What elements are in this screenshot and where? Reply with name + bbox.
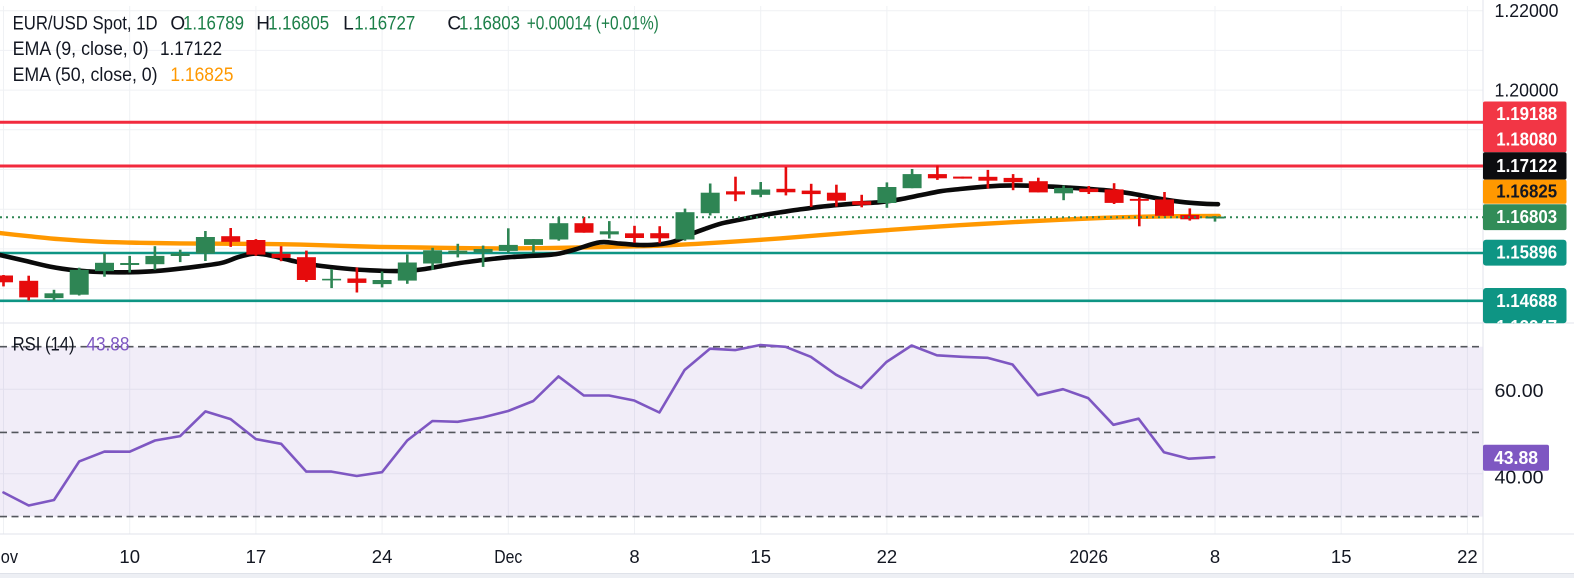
svg-text:1.16825: 1.16825 [170,65,233,86]
svg-text:60.00: 60.00 [1495,381,1544,401]
svg-text:1.16727: 1.16727 [354,14,415,35]
svg-text:RSI (14): RSI (14) [13,335,75,356]
svg-text:22: 22 [877,546,898,567]
svg-text:1.17122: 1.17122 [1496,156,1557,176]
svg-text:24: 24 [372,546,393,567]
svg-text:O: O [170,14,185,35]
svg-text:1.14688: 1.14688 [1496,291,1557,311]
svg-text:43.88: 43.88 [1494,448,1538,468]
svg-text:10: 10 [119,546,140,567]
svg-text:+0.00014 (+0.01%): +0.00014 (+0.01%) [527,14,659,35]
svg-text:L: L [343,14,354,35]
svg-text:43.88: 43.88 [86,335,129,356]
svg-text:1.16803: 1.16803 [459,14,520,35]
svg-text:1.18080: 1.18080 [1496,130,1557,150]
svg-text:H: H [256,14,270,35]
svg-text:EMA (9, close, 0): EMA (9, close, 0) [13,39,149,60]
svg-text:EUR/USD Spot, 1D: EUR/USD Spot, 1D [13,14,158,35]
svg-text:40.00: 40.00 [1495,467,1544,487]
svg-text:1.19188: 1.19188 [1496,104,1557,124]
svg-text:EMA (50, close, 0): EMA (50, close, 0) [13,65,158,86]
svg-text:1.20000: 1.20000 [1495,81,1559,101]
svg-text:C: C [447,14,461,35]
svg-text:8: 8 [1210,546,1220,567]
svg-text:8: 8 [629,546,639,567]
svg-text:1.13247: 1.13247 [1496,317,1557,337]
svg-text:1.22000: 1.22000 [1495,1,1559,21]
svg-text:1.17122: 1.17122 [160,39,222,60]
svg-text:2026: 2026 [1070,546,1109,567]
svg-text:Dec: Dec [494,546,522,567]
svg-text:22: 22 [1457,546,1478,567]
svg-text:1.15896: 1.15896 [1496,243,1557,263]
svg-text:1.16805: 1.16805 [268,14,329,35]
svg-text:17: 17 [246,546,267,567]
svg-text:15: 15 [1331,546,1352,567]
svg-text:1.16803: 1.16803 [1496,207,1557,227]
svg-text:1.16789: 1.16789 [183,14,244,35]
svg-text:1.16825: 1.16825 [1496,182,1557,202]
svg-text:Nov: Nov [0,546,19,567]
svg-text:15: 15 [750,546,771,567]
